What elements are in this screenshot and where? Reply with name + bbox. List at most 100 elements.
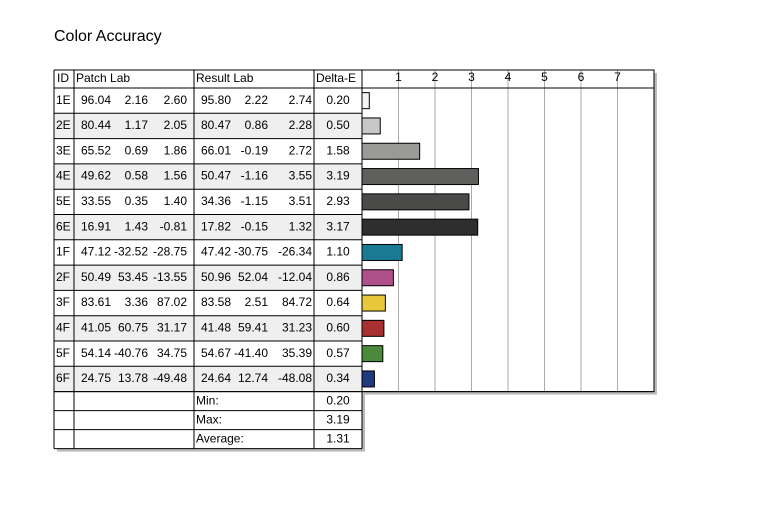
patch-value: 2.60: [164, 93, 188, 107]
summary-value: 1.31: [326, 431, 350, 445]
bar: [361, 142, 421, 160]
result-value: -0.19: [241, 143, 269, 157]
patch-value: 1.86: [164, 143, 188, 157]
patch-value: 50.49: [81, 270, 111, 284]
result-value: -26.34: [278, 245, 312, 259]
delta-e-label: 0.20: [326, 93, 350, 107]
bar: [361, 193, 470, 211]
result-value: 50.96: [201, 270, 231, 284]
delta-e-label: 0.86: [326, 270, 350, 284]
row-id: 6E: [56, 219, 71, 233]
result-value: 34.36: [201, 194, 231, 208]
result-value: 35.39: [282, 346, 312, 360]
result-value: 2.72: [289, 143, 313, 157]
x-tick-label: 2: [432, 70, 439, 84]
patch-value: 2.16: [125, 93, 149, 107]
bar: [361, 345, 384, 363]
patch-value: 49.62: [81, 169, 111, 183]
delta-e-label: 1.10: [326, 245, 350, 259]
result-value: 24.64: [201, 371, 231, 385]
result-value: 0.86: [245, 118, 269, 132]
result-value: 66.01: [201, 143, 231, 157]
result-value: 1.32: [289, 219, 313, 233]
row-id: 5E: [56, 194, 71, 208]
row-bg: [54, 214, 362, 240]
patch-value: 24.75: [81, 371, 111, 385]
bar: [361, 370, 375, 388]
patch-value: 33.55: [81, 194, 111, 208]
result-value: 47.42: [201, 245, 231, 259]
patch-value: 65.52: [81, 143, 111, 157]
patch-value: 60.75: [118, 321, 148, 335]
patch-value: 53.45: [118, 270, 148, 284]
result-value: 95.80: [201, 93, 231, 107]
result-value: 2.51: [245, 295, 269, 309]
patch-value: 2.05: [164, 118, 188, 132]
result-value: 59.41: [238, 321, 268, 335]
patch-value: -32.52: [114, 245, 148, 259]
delta-e-label: 0.57: [326, 346, 350, 360]
result-value: 2.28: [289, 118, 313, 132]
row-id: 5F: [56, 346, 70, 360]
delta-e-label: 0.50: [326, 118, 350, 132]
patch-value: -13.55: [153, 270, 187, 284]
row-bg: [54, 163, 362, 190]
patch-value: 54.14: [81, 346, 111, 360]
x-tick-label: 1: [395, 70, 402, 84]
column-header: Patch Lab: [76, 71, 130, 85]
row-id: 3E: [56, 143, 71, 157]
result-value: 54.67: [201, 346, 231, 360]
result-value: 31.23: [282, 321, 312, 335]
result-value: 52.04: [238, 270, 268, 284]
patch-value: 34.75: [157, 346, 187, 360]
patch-value: -0.81: [160, 219, 188, 233]
column-header: ID: [57, 71, 69, 85]
delta-e-label: 3.19: [326, 169, 350, 183]
patch-value: 0.58: [125, 169, 149, 183]
result-value: 80.47: [201, 118, 231, 132]
delta-e-label: 2.93: [326, 194, 350, 208]
result-value: 2.22: [245, 93, 269, 107]
patch-value: 1.17: [125, 118, 149, 132]
patch-value: 3.36: [125, 295, 149, 309]
x-tick-label: 6: [578, 70, 585, 84]
x-tick-label: 7: [614, 70, 621, 84]
patch-value: 31.17: [157, 321, 187, 335]
result-value: 12.74: [238, 371, 268, 385]
result-value: 3.55: [289, 169, 313, 183]
row-bg: [54, 113, 362, 139]
delta-e-label: 0.34: [326, 371, 350, 385]
bar: [361, 92, 370, 110]
result-value: -12.04: [278, 270, 312, 284]
bar: [361, 117, 381, 135]
x-tick-label: 5: [541, 70, 548, 84]
patch-value: 41.05: [81, 321, 111, 335]
delta-e-label: 0.60: [326, 321, 350, 335]
patch-value: 1.56: [164, 169, 188, 183]
result-value: -0.15: [241, 219, 269, 233]
result-value: -1.15: [241, 194, 269, 208]
x-tick-label: 3: [468, 70, 475, 84]
summary-label: Min:: [196, 393, 219, 407]
row-bg: [54, 315, 362, 341]
row-id: 6F: [56, 371, 70, 385]
patch-value: 1.43: [125, 219, 149, 233]
row-id: 4E: [56, 169, 71, 183]
result-value: 41.48: [201, 321, 231, 335]
delta-e-label: 0.64: [326, 295, 350, 309]
result-value: 17.82: [201, 219, 231, 233]
bar: [361, 168, 479, 186]
bar: [361, 269, 394, 287]
row-bg: [54, 265, 362, 291]
result-value: -41.40: [234, 346, 268, 360]
result-value: 84.72: [282, 295, 312, 309]
summary-label: Average:: [196, 431, 244, 445]
row-id: 2F: [56, 270, 70, 284]
row-id: 3F: [56, 295, 70, 309]
result-value: 3.51: [289, 194, 313, 208]
patch-value: -49.48: [153, 371, 187, 385]
patch-value: 96.04: [81, 93, 111, 107]
patch-value: 47.12: [81, 245, 111, 259]
bar: [361, 218, 479, 236]
row-id: 1E: [56, 93, 71, 107]
